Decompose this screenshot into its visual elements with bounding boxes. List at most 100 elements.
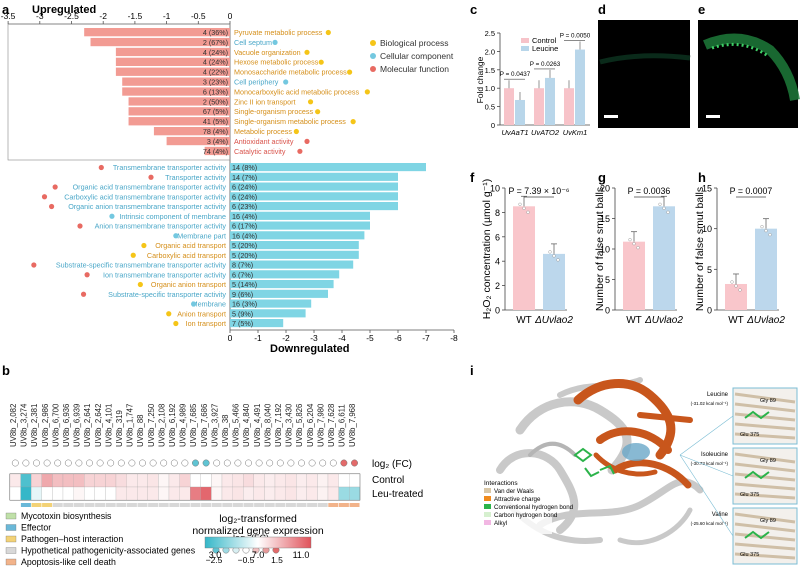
logfc-circle — [22, 459, 30, 467]
data-point — [738, 288, 742, 292]
down-bar — [230, 192, 398, 201]
data-point — [526, 210, 530, 214]
bar-count: 6 (24%) — [232, 183, 257, 192]
logfc-circle — [276, 459, 284, 467]
legend-swatch — [5, 524, 17, 531]
binding-energy: (-31.02 kcal mol⁻¹) — [691, 401, 729, 406]
function-bar — [222, 503, 233, 507]
gene-label: UV8b_7,685 — [189, 403, 198, 447]
legend-label: Molecular function — [380, 64, 449, 74]
row-label-leu: Leu-treated — [372, 489, 423, 500]
term-label: Zinc II ion transport — [234, 97, 296, 106]
p-value: P = 0.0050 — [560, 33, 591, 40]
up-bar — [122, 77, 230, 86]
legend-bg — [482, 478, 552, 534]
y-tick-label: 2 — [495, 281, 500, 291]
category-label: WT — [516, 315, 532, 326]
panel-label-g: g — [598, 170, 606, 185]
gene-label: UV8b_6,939 — [73, 404, 82, 447]
panel-label-f: f — [470, 170, 475, 185]
y-tick-label: 10 — [702, 224, 712, 234]
data-point — [522, 206, 526, 210]
function-bar — [148, 503, 159, 507]
residue-ribbon — [734, 492, 796, 500]
gene-label: UV8b_2,381 — [30, 404, 39, 447]
logfc-circle — [96, 459, 104, 467]
gfp-signal — [703, 33, 800, 101]
category-dot — [304, 138, 310, 144]
heatmap-cells — [9, 473, 361, 501]
legend-label: Cellular component — [380, 51, 454, 61]
tick-label: -3.5 — [1, 11, 16, 21]
heat-cell-control — [264, 473, 276, 488]
logfc-circle — [213, 459, 221, 467]
category-dot — [297, 148, 303, 154]
panel-a-go-enrichment: Upregulated Downregulated -3.5 -3 -2.5 -2 -1… — [1, 4, 458, 355]
down-bar — [230, 221, 370, 230]
term-label: Organic anion transport — [151, 280, 226, 289]
category-dot — [49, 203, 55, 210]
legend-swatch — [484, 504, 491, 509]
down-bar — [230, 319, 284, 328]
bar-count: 74 (4%) — [203, 147, 228, 156]
category-dot — [84, 272, 90, 278]
category-dot — [41, 194, 48, 200]
expression-color-scale — [204, 536, 312, 549]
category-dot — [293, 128, 299, 135]
gene-label: UV8b_7,980 — [316, 403, 325, 447]
logfc-circle — [33, 459, 40, 467]
down-bar — [230, 289, 328, 298]
legend-label: Conventional hydrogen bond — [494, 504, 574, 511]
category-dot — [304, 49, 310, 55]
tick-label: -2 — [99, 11, 107, 21]
panel-label-i: i — [470, 363, 474, 378]
term-label: Substrate-specific transporter activity — [108, 290, 226, 299]
heat-cell-control — [105, 473, 117, 488]
gene-label: UV8b_2,641 — [83, 404, 92, 447]
ligand-name: Valine — [712, 512, 729, 518]
down-bar — [230, 270, 340, 279]
residue-label: Glu 375 — [740, 552, 759, 558]
function-bar — [285, 503, 296, 507]
term-label: Monocarboxylic acid metabolic process — [234, 87, 359, 96]
logfc-circle — [170, 459, 178, 467]
protein-ribbon-orange — [573, 379, 693, 489]
logfc-circle — [202, 459, 210, 467]
category-label: ΔUvlao2 — [534, 315, 573, 326]
gene-label: UV8b_3,927 — [210, 404, 219, 447]
heat-cell-leu — [200, 486, 212, 501]
y-tick-label: 10 — [600, 245, 610, 255]
category-dot — [148, 174, 154, 180]
logfc-circle — [117, 459, 125, 467]
heat-cell-control — [190, 473, 201, 488]
up-bar — [115, 57, 230, 66]
gene-label: UV8b_38 — [221, 414, 230, 447]
fc-tick: −2.5 — [206, 555, 223, 565]
heat-cell-control — [296, 473, 307, 488]
function-bar — [179, 503, 190, 507]
p-value: P = 0.0263 — [530, 61, 561, 68]
data-point — [632, 242, 636, 246]
row-label-logfc: log₂ (FC) — [372, 459, 412, 470]
term-label: Anion transmembrane transporter activity — [95, 222, 227, 231]
gene-label: UV8b_2,642 — [94, 404, 103, 447]
category-label: ΔUvlao2 — [644, 315, 683, 326]
data-point — [764, 229, 768, 233]
legend-label: Pathogen–host interaction — [21, 534, 123, 544]
y-tick-label: 10 — [490, 184, 500, 194]
fc-tick: 1.5 — [271, 555, 283, 565]
term-label: Membrane part — [177, 231, 226, 240]
bar-count: 6 (17%) — [232, 222, 257, 231]
bar-wt — [513, 206, 535, 310]
heat-cell-leu — [211, 486, 223, 501]
heat-cell-control — [137, 473, 148, 488]
heat-cell-control — [200, 473, 212, 488]
gene-label: UV8b_3,430 — [285, 403, 294, 447]
up-bar — [166, 136, 230, 146]
function-bar — [105, 503, 116, 507]
logfc-circle — [298, 459, 305, 467]
data-point — [730, 280, 734, 284]
term-label: Vacuole organization — [234, 48, 301, 57]
term-label: Hexose metabolic process — [234, 58, 319, 67]
legend-swatch — [5, 535, 17, 543]
